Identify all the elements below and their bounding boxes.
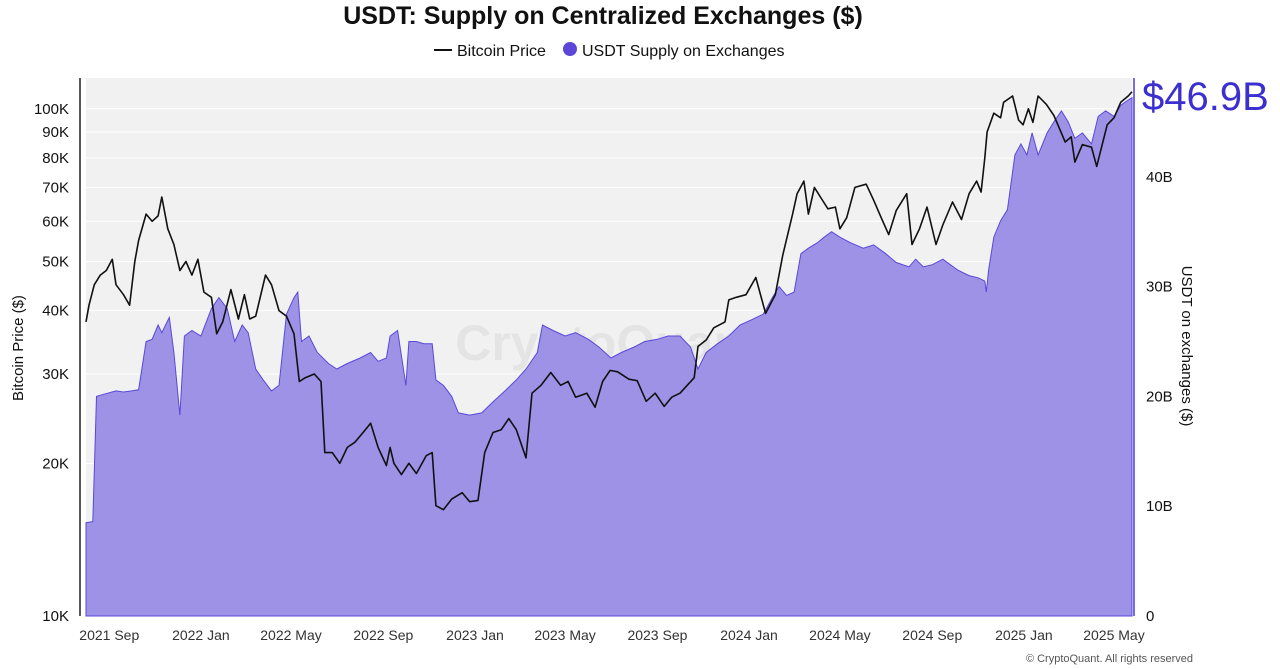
left-tick-label: 100K [34,101,69,118]
left-tick-label: 90K [42,124,69,141]
x-tick-label: 2023 Jan [446,627,504,643]
current-value-callout: $46.9B [1142,75,1269,119]
left-tick-label: 40K [42,303,69,320]
x-tick-label: 2024 May [809,627,870,643]
x-axis-ticks: 2021 Sep 2022 Jan 2022 May 2022 Sep 2023 Jan… [79,627,1144,643]
x-tick-label: 2022 May [260,627,321,643]
x-tick-label: 2022 Jan [172,627,230,643]
legend-label-bitcoin-price[interactable]: Bitcoin Price [457,43,546,60]
x-tick-label: 2022 Sep [353,627,413,643]
x-tick-label: 2024 Sep [902,627,962,643]
left-tick-label: 30K [42,366,69,383]
right-tick-label: 30B [1146,279,1173,296]
left-tick-label: 60K [42,213,69,230]
legend-label-usdt-supply[interactable]: USDT Supply on Exchanges [582,43,784,60]
right-tick-label: 0 [1146,608,1154,625]
left-axis-ticks: 10K 20K 30K 40K 50K 60K 70K 80K 90K 100K [34,101,69,625]
series-area-usdt-supply [85,96,1133,617]
x-tick-label: 2024 Jan [720,627,778,643]
x-tick-label: 2023 Sep [627,627,687,643]
right-tick-label: 20B [1146,388,1173,405]
left-tick-label: 50K [42,253,69,270]
left-axis-title: Bitcoin Price ($) [10,295,27,401]
left-tick-label: 20K [42,455,69,472]
left-tick-label: 80K [42,150,69,167]
copyright-credit: © CryptoQuant. All rights reserved [1026,653,1193,665]
chart-title: USDT: Supply on Centralized Exchanges ($… [343,2,863,30]
x-tick-label: 2021 Sep [79,627,139,643]
left-tick-label: 10K [42,608,69,625]
right-axis-title: USDT on exchanges ($) [1178,266,1195,427]
series-line-bitcoin-price [85,91,1133,511]
right-axis-ticks: 0 10B 20B 30B 40B [1146,169,1173,625]
right-tick-label: 10B [1146,498,1173,515]
legend: Bitcoin Price USDT Supply on Exchanges [434,42,784,60]
x-tick-label: 2025 May [1083,627,1144,643]
legend-dot-marker [563,42,577,56]
x-tick-label: 2025 Jan [995,627,1053,643]
x-tick-label: 2023 May [534,627,595,643]
right-tick-label: 40B [1146,169,1173,186]
left-tick-label: 70K [42,179,69,196]
